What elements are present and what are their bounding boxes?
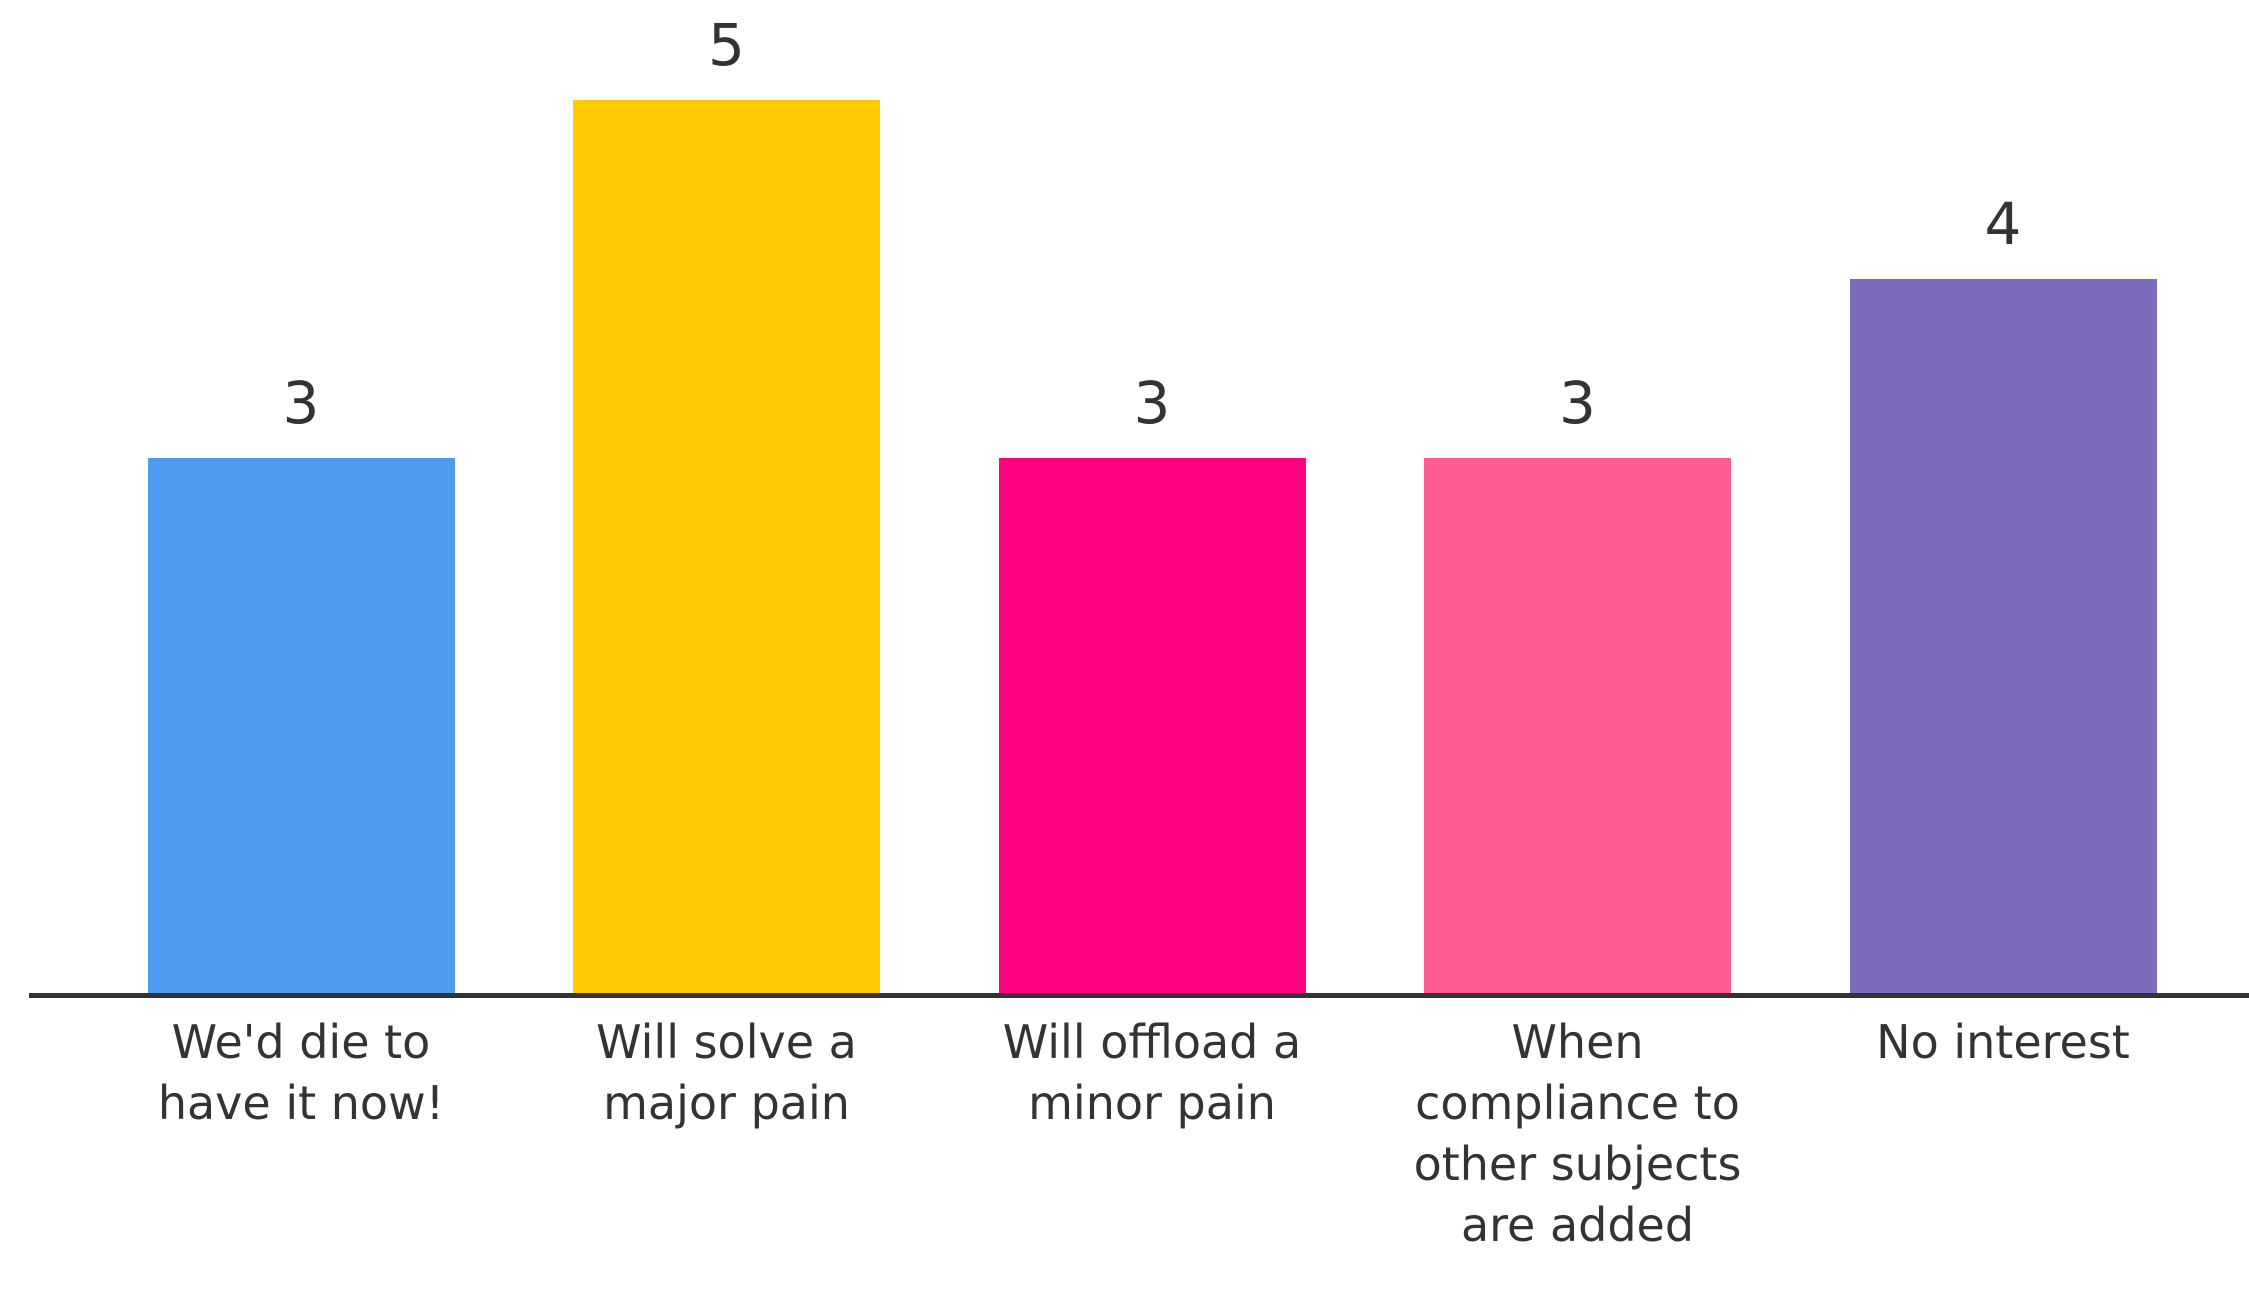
x-tick-label: We'd die to have it now! (157, 1015, 445, 1130)
x-tick-label: Will offload a minor pain (1002, 1015, 1302, 1130)
bar (147, 457, 455, 994)
x-tick-label: When compliance to other subjects are ad… (1413, 1015, 1742, 1252)
bar (1849, 278, 2157, 994)
bar (998, 457, 1306, 994)
bar (573, 100, 880, 994)
value-label: 4 (1984, 189, 2022, 258)
bar (1424, 457, 1731, 994)
value-label: 3 (282, 368, 320, 437)
value-label: 3 (1559, 368, 1596, 437)
value-label: 5 (708, 11, 745, 79)
x-tick-label: Will solve a major pain (596, 1015, 857, 1130)
x-tick-label: No interest (1876, 1015, 2130, 1069)
x-axis (29, 993, 2249, 998)
value-label: 3 (1133, 368, 1171, 437)
